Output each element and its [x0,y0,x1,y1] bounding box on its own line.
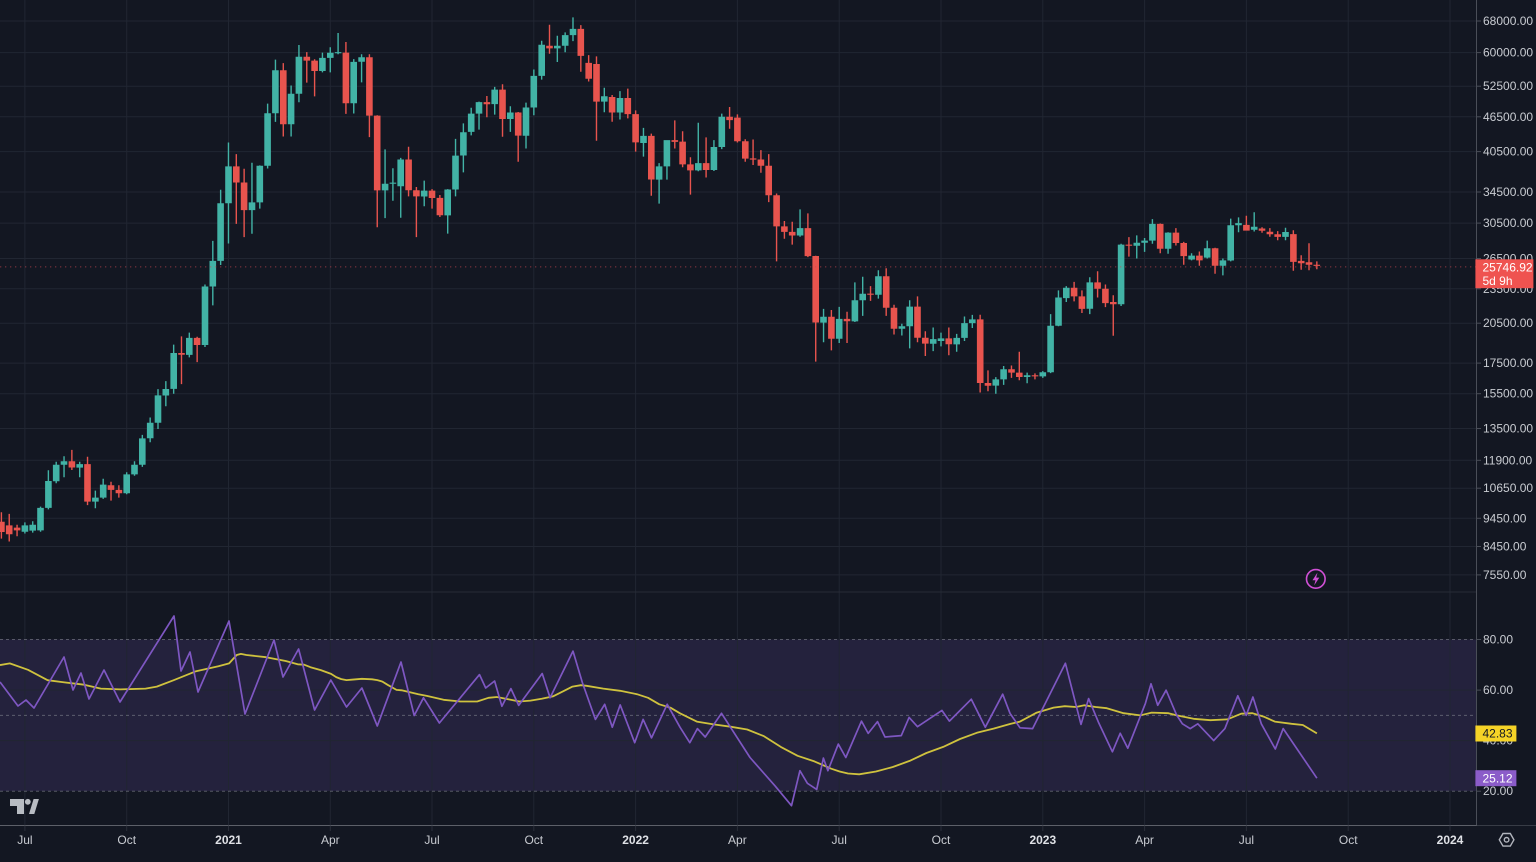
svg-text:20.00: 20.00 [1483,784,1513,798]
svg-text:13500.00: 13500.00 [1483,422,1533,436]
svg-text:40500.00: 40500.00 [1483,145,1533,159]
svg-text:60.00: 60.00 [1483,683,1513,697]
svg-text:Oct: Oct [117,833,136,847]
svg-text:17500.00: 17500.00 [1483,356,1533,370]
svg-text:80.00: 80.00 [1483,633,1513,647]
svg-text:52500.00: 52500.00 [1483,79,1533,93]
svg-text:Oct: Oct [524,833,543,847]
svg-text:15500.00: 15500.00 [1483,387,1533,401]
svg-text:25746.92: 25746.92 [1483,261,1533,275]
svg-text:Jul: Jul [424,833,439,847]
svg-text:Oct: Oct [932,833,951,847]
svg-text:60000.00: 60000.00 [1483,46,1533,60]
svg-text:2021: 2021 [215,833,242,847]
svg-text:9450.00: 9450.00 [1483,511,1527,525]
svg-text:34500.00: 34500.00 [1483,185,1533,199]
svg-text:30500.00: 30500.00 [1483,216,1533,230]
svg-text:11900.00: 11900.00 [1483,453,1532,467]
svg-text:5d 9h: 5d 9h [1483,274,1513,288]
svg-text:Apr: Apr [1135,833,1154,847]
svg-text:Jul: Jul [832,833,847,847]
svg-text:68000.00: 68000.00 [1483,14,1533,28]
svg-text:Jul: Jul [1239,833,1254,847]
svg-text:2022: 2022 [622,833,649,847]
svg-text:7550.00: 7550.00 [1483,568,1527,582]
svg-text:Jul: Jul [17,833,32,847]
svg-text:Apr: Apr [728,833,747,847]
svg-text:10650.00: 10650.00 [1483,481,1533,495]
svg-text:Apr: Apr [321,833,340,847]
svg-text:8450.00: 8450.00 [1483,540,1527,554]
svg-text:20500.00: 20500.00 [1483,316,1533,330]
svg-text:46500.00: 46500.00 [1483,110,1533,124]
svg-text:42.83: 42.83 [1483,727,1513,741]
svg-text:25.12: 25.12 [1483,771,1513,785]
svg-text:Oct: Oct [1339,833,1358,847]
svg-text:2024: 2024 [1437,833,1464,847]
svg-text:2023: 2023 [1029,833,1056,847]
